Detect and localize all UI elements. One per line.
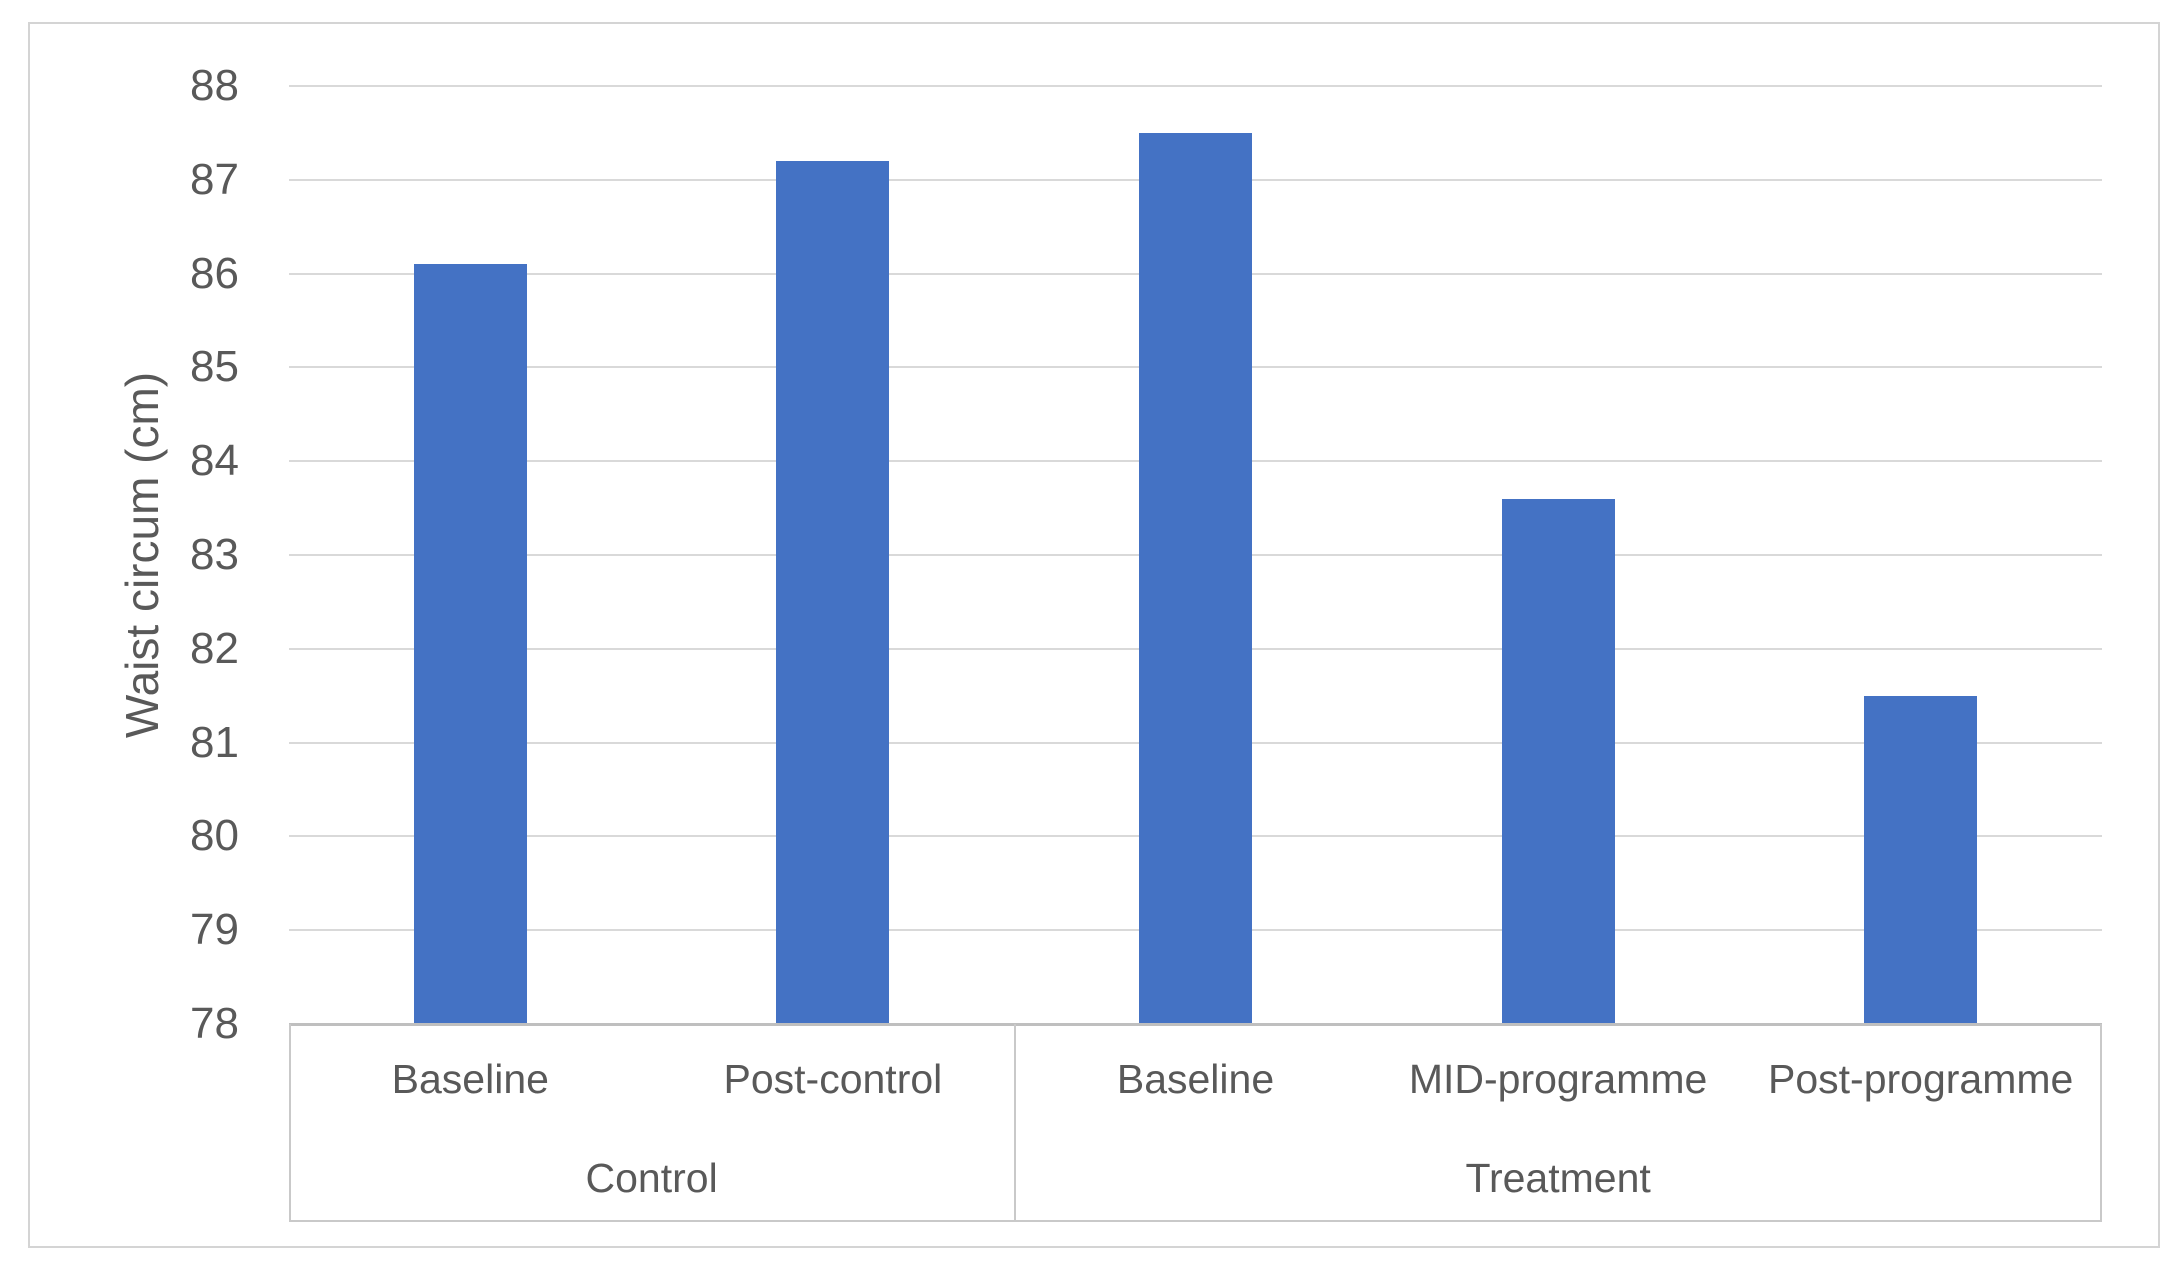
bar-mid-programme-3 [1501,498,1615,1024]
category-label-baseline-0: Baseline [391,1055,549,1102]
label-box-bottom-border [289,1220,2102,1222]
y-tick-label-79: 79 [190,905,239,955]
plot-area [289,85,2102,1024]
bar-post-control-1 [776,161,890,1024]
label-box-left-border [289,1024,291,1222]
group-label-treatment: Treatment [1465,1154,1651,1201]
y-tick-label-87: 87 [190,154,239,204]
y-tick-label-88: 88 [190,61,239,110]
category-label-post-control-1: Post-control [723,1055,943,1102]
bar-baseline-2 [1139,132,1252,1024]
category-label-baseline-2: Baseline [1116,1055,1275,1102]
gridline-88 [289,85,2102,87]
y-tick-label-82: 82 [190,623,239,673]
bar-post-programme-4 [1864,695,1978,1024]
y-tick-label-80: 80 [190,811,239,861]
category-label-mid-programme-3: MID-programme [1408,1055,1708,1102]
category-label-row: Baseline Post-control Baseline MID-programm… [289,1024,2102,1134]
x-axis-line [289,1023,2102,1026]
group-label-control: Control [585,1154,718,1201]
group-divider [1014,1024,1017,1222]
chart-frame: Waist circum (cm) 78 79 80 81 82 83 84 85 86 87 88… [28,22,2160,1248]
y-tick-label-81: 81 [190,717,239,767]
label-box-right-border [2100,1024,2102,1222]
y-tick-label-84: 84 [190,436,239,486]
category-label-post-programme-4: Post-programme [1768,1055,2074,1102]
bar-baseline-0 [413,264,527,1024]
y-tick-label-86: 86 [190,248,239,298]
y-tick-label-78: 78 [190,999,239,1048]
group-label-row: Control Treatment [289,1134,2102,1222]
category-label-box: Baseline Post-control Baseline MID-programm… [289,1024,2102,1222]
y-tick-label-83: 83 [190,530,239,579]
y-tick-label-85: 85 [190,342,239,392]
